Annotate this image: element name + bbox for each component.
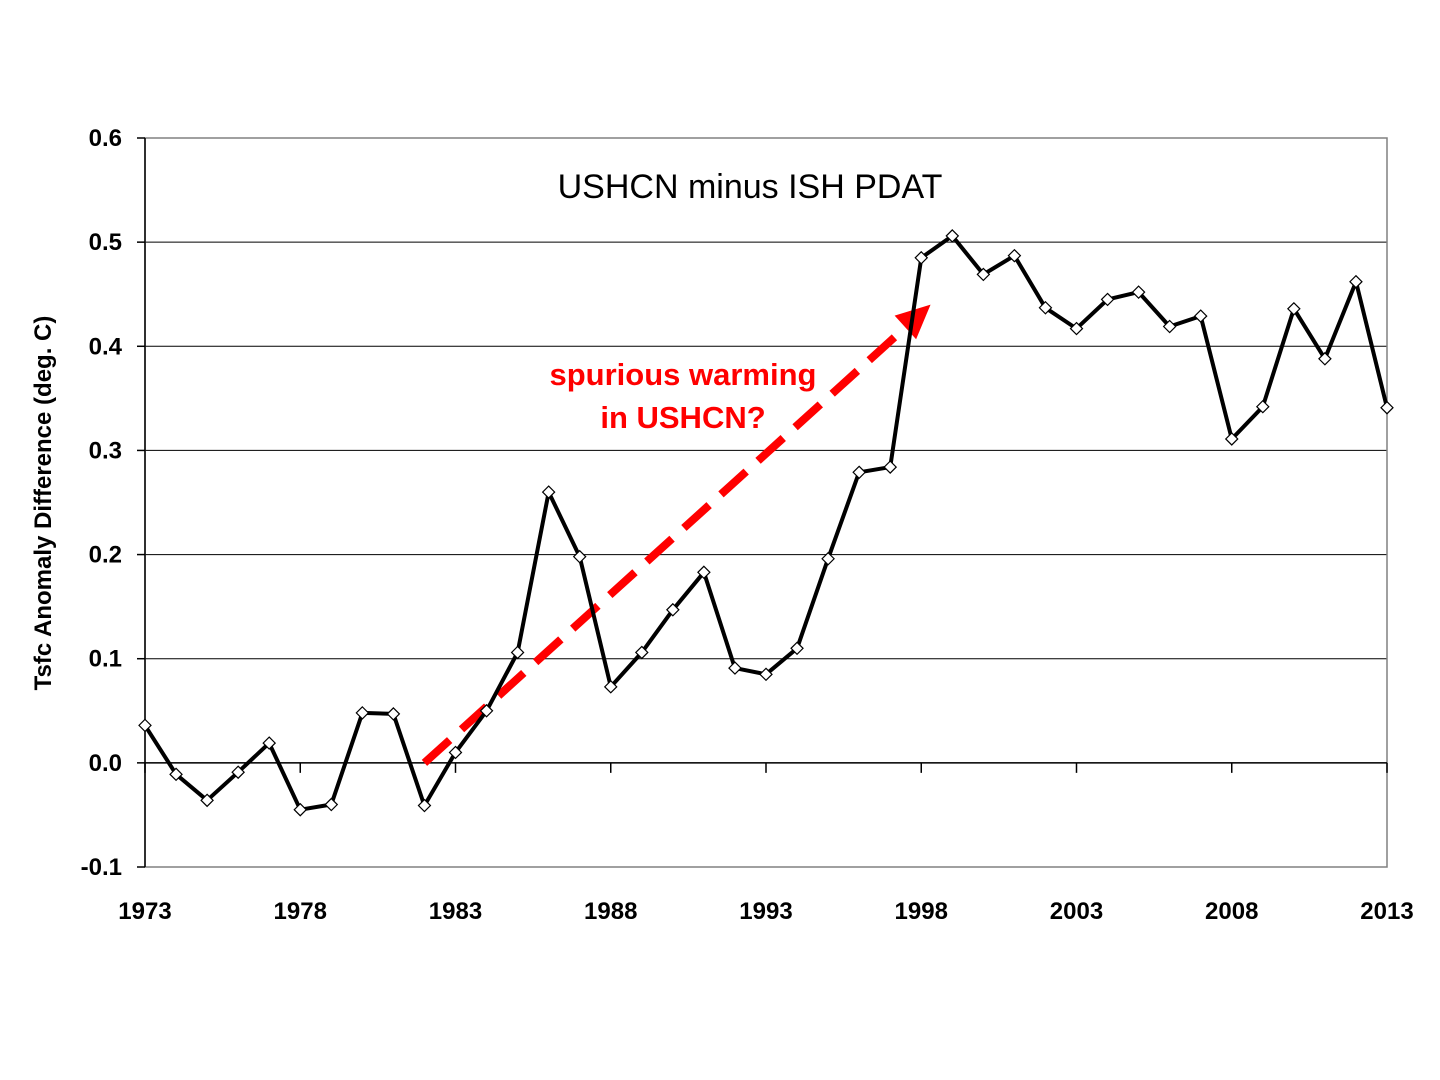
data-point-1988 bbox=[603, 679, 618, 694]
plot-area-frame bbox=[144, 137, 1388, 868]
y-tick-label: 0.0 bbox=[89, 750, 122, 777]
data-point-2002 bbox=[1038, 300, 1053, 315]
data-point-2005 bbox=[1131, 285, 1146, 299]
x-tick-label: 1983 bbox=[429, 898, 482, 925]
data-point-1991 bbox=[697, 565, 711, 580]
x-tick-label: 2003 bbox=[1050, 898, 1103, 925]
annotation-line-2: in USHCN? bbox=[600, 400, 765, 435]
data-point-1980 bbox=[355, 706, 370, 720]
data-point-1997 bbox=[883, 460, 898, 474]
y-tick-label: 0.1 bbox=[89, 646, 122, 673]
data-point-2000 bbox=[976, 267, 991, 282]
x-tick-label: 1993 bbox=[739, 898, 792, 925]
chart-title: USHCN minus ISH PDAT bbox=[558, 168, 943, 206]
data-point-2010 bbox=[1287, 301, 1301, 316]
data-point-2006 bbox=[1162, 319, 1177, 334]
y-tick-label: 0.3 bbox=[89, 437, 122, 464]
data-point-1982 bbox=[417, 798, 432, 813]
annotation-arrow-shaft bbox=[421, 324, 909, 766]
data-point-1977 bbox=[262, 736, 277, 750]
data-point-2003 bbox=[1069, 321, 1084, 336]
data-point-2013 bbox=[1380, 400, 1394, 415]
y-tick-label: 0.4 bbox=[89, 333, 123, 360]
data-point-1973 bbox=[138, 718, 152, 733]
data-point-1985 bbox=[510, 645, 525, 660]
x-tick-label: 1973 bbox=[118, 898, 171, 925]
data-point-1989 bbox=[634, 645, 649, 660]
data-point-1986 bbox=[541, 485, 556, 499]
data-point-1999 bbox=[945, 229, 960, 243]
y-tick-label: 0.5 bbox=[89, 229, 122, 256]
data-point-2012 bbox=[1349, 274, 1363, 289]
data-point-2001 bbox=[1007, 248, 1022, 263]
y-axis-label: Tsfc Anomaly Difference (deg. C) bbox=[30, 316, 57, 691]
data-point-1987 bbox=[572, 549, 587, 564]
y-tick-label: 0.6 bbox=[89, 125, 122, 152]
x-tick-label: 2008 bbox=[1205, 898, 1258, 925]
annotation-line-1: spurious warming bbox=[550, 357, 817, 392]
data-point-1990 bbox=[666, 602, 680, 617]
data-point-1979 bbox=[324, 797, 339, 812]
x-tick-label: 1978 bbox=[274, 898, 327, 925]
data-point-1995 bbox=[821, 551, 835, 566]
data-point-2011 bbox=[1318, 351, 1332, 366]
data-point-1978 bbox=[293, 802, 308, 817]
data-point-1975 bbox=[200, 793, 214, 808]
data-point-1981 bbox=[386, 707, 401, 721]
data-point-2007 bbox=[1193, 309, 1208, 323]
data-point-2009 bbox=[1255, 399, 1270, 414]
x-tick-label: 1988 bbox=[584, 898, 637, 925]
data-point-1984 bbox=[479, 703, 494, 718]
data-point-2004 bbox=[1100, 292, 1115, 307]
data-point-1996 bbox=[852, 465, 866, 480]
x-tick-label: 2013 bbox=[1360, 898, 1413, 925]
data-point-1998 bbox=[914, 250, 929, 265]
y-tick-label: 0.2 bbox=[89, 542, 122, 569]
data-point-2008 bbox=[1224, 432, 1239, 446]
data-point-1974 bbox=[169, 767, 183, 782]
data-point-1983 bbox=[448, 745, 463, 760]
y-tick-label: -0.1 bbox=[81, 854, 122, 881]
data-point-1993 bbox=[759, 667, 773, 682]
data-point-1976 bbox=[231, 765, 245, 780]
data-point-1992 bbox=[728, 661, 742, 675]
x-tick-label: 1998 bbox=[895, 898, 948, 925]
data-point-1994 bbox=[790, 641, 804, 656]
